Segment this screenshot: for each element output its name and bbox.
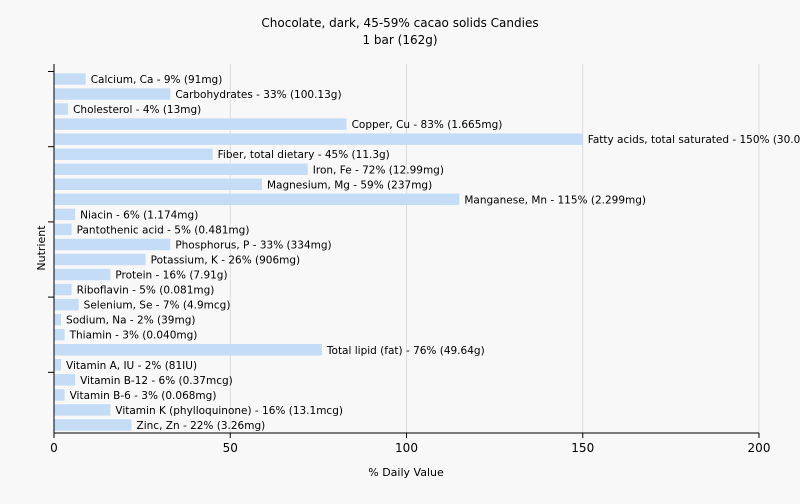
bar-label: Cholesterol - 4% (13mg) <box>73 104 201 116</box>
bar <box>54 88 171 100</box>
bar <box>54 148 213 160</box>
bar-label: Vitamin A, IU - 2% (81IU) <box>66 360 197 372</box>
x-tick-label: 100 <box>395 441 418 455</box>
bar <box>54 374 76 386</box>
bar-label: Calcium, Ca - 9% (91mg) <box>91 74 223 86</box>
bar <box>54 328 65 341</box>
bar <box>54 238 171 251</box>
y-axis-label: Nutrient <box>35 225 48 271</box>
bar <box>54 404 111 416</box>
bar <box>54 253 146 266</box>
bar-label: Zinc, Zn - 22% (3.26mg) <box>137 420 266 432</box>
bar <box>54 298 79 311</box>
bar <box>54 103 69 115</box>
bar <box>54 208 76 221</box>
bar-label: Fatty acids, total saturated - 150% (30.… <box>588 134 800 146</box>
bar <box>54 133 583 145</box>
bar-label: Protein - 16% (7.91g) <box>115 270 227 282</box>
bar-label: Phosphorus, P - 33% (334mg) <box>175 239 331 251</box>
bar <box>54 118 347 130</box>
bar-label: Fiber, total dietary - 45% (11.3g) <box>218 149 390 161</box>
bar-label: Vitamin B-12 - 6% (0.37mcg) <box>80 375 233 387</box>
chart-title: Chocolate, dark, 45-59% cacao solids Can… <box>261 16 538 30</box>
bar <box>54 178 262 191</box>
bar <box>54 268 111 281</box>
bar <box>54 359 62 371</box>
bar <box>54 313 62 326</box>
x-tick-label: 0 <box>50 441 58 455</box>
bar-label: Potassium, K - 26% (906mg) <box>151 255 301 267</box>
bar <box>54 163 308 175</box>
bar <box>54 344 322 356</box>
x-tick-label: 50 <box>223 441 238 455</box>
grid <box>229 64 760 433</box>
chart-subtitle: 1 bar (162g) <box>362 33 437 47</box>
axes: 0 50 100 150 200 <box>48 64 770 455</box>
bar-label: Sodium, Na - 2% (39mg) <box>66 315 195 327</box>
bar-label: Total lipid (fat) - 76% (49.64g) <box>326 345 485 357</box>
bar <box>54 419 132 431</box>
bar-label: Copper, Cu - 83% (1.665mg) <box>352 119 503 131</box>
bar-label: Manganese, Mn - 115% (2.299mg) <box>464 194 646 206</box>
bar <box>54 389 65 401</box>
bar <box>54 283 72 296</box>
bar-label: Carbohydrates - 33% (100.13g) <box>175 89 341 101</box>
bar-label: Thiamin - 3% (0.040mg) <box>69 330 198 342</box>
bar-label: Magnesium, Mg - 59% (237mg) <box>267 179 432 191</box>
bar-label: Iron, Fe - 72% (12.99mg) <box>313 164 444 176</box>
bar-label: Vitamin B-6 - 3% (0.068mg) <box>70 390 217 402</box>
x-tick-label: 150 <box>571 441 594 455</box>
bar <box>54 73 86 85</box>
bar <box>54 223 72 236</box>
bar <box>54 193 460 206</box>
x-axis-label: % Daily Value <box>368 466 444 479</box>
bar-label: Niacin - 6% (1.174mg) <box>80 209 198 221</box>
bar-label: Selenium, Se - 7% (4.9mcg) <box>84 300 231 312</box>
bar-label: Riboflavin - 5% (0.081mg) <box>77 285 215 297</box>
bar-label: Vitamin K (phylloquinone) - 16% (13.1mcg… <box>115 405 343 417</box>
bar-label: Pantothenic acid - 5% (0.481mg) <box>77 224 250 236</box>
bars: Calcium, Ca - 9% (91mg) Carbohydrates - 3… <box>54 73 800 432</box>
x-tick-label: 200 <box>748 441 771 455</box>
